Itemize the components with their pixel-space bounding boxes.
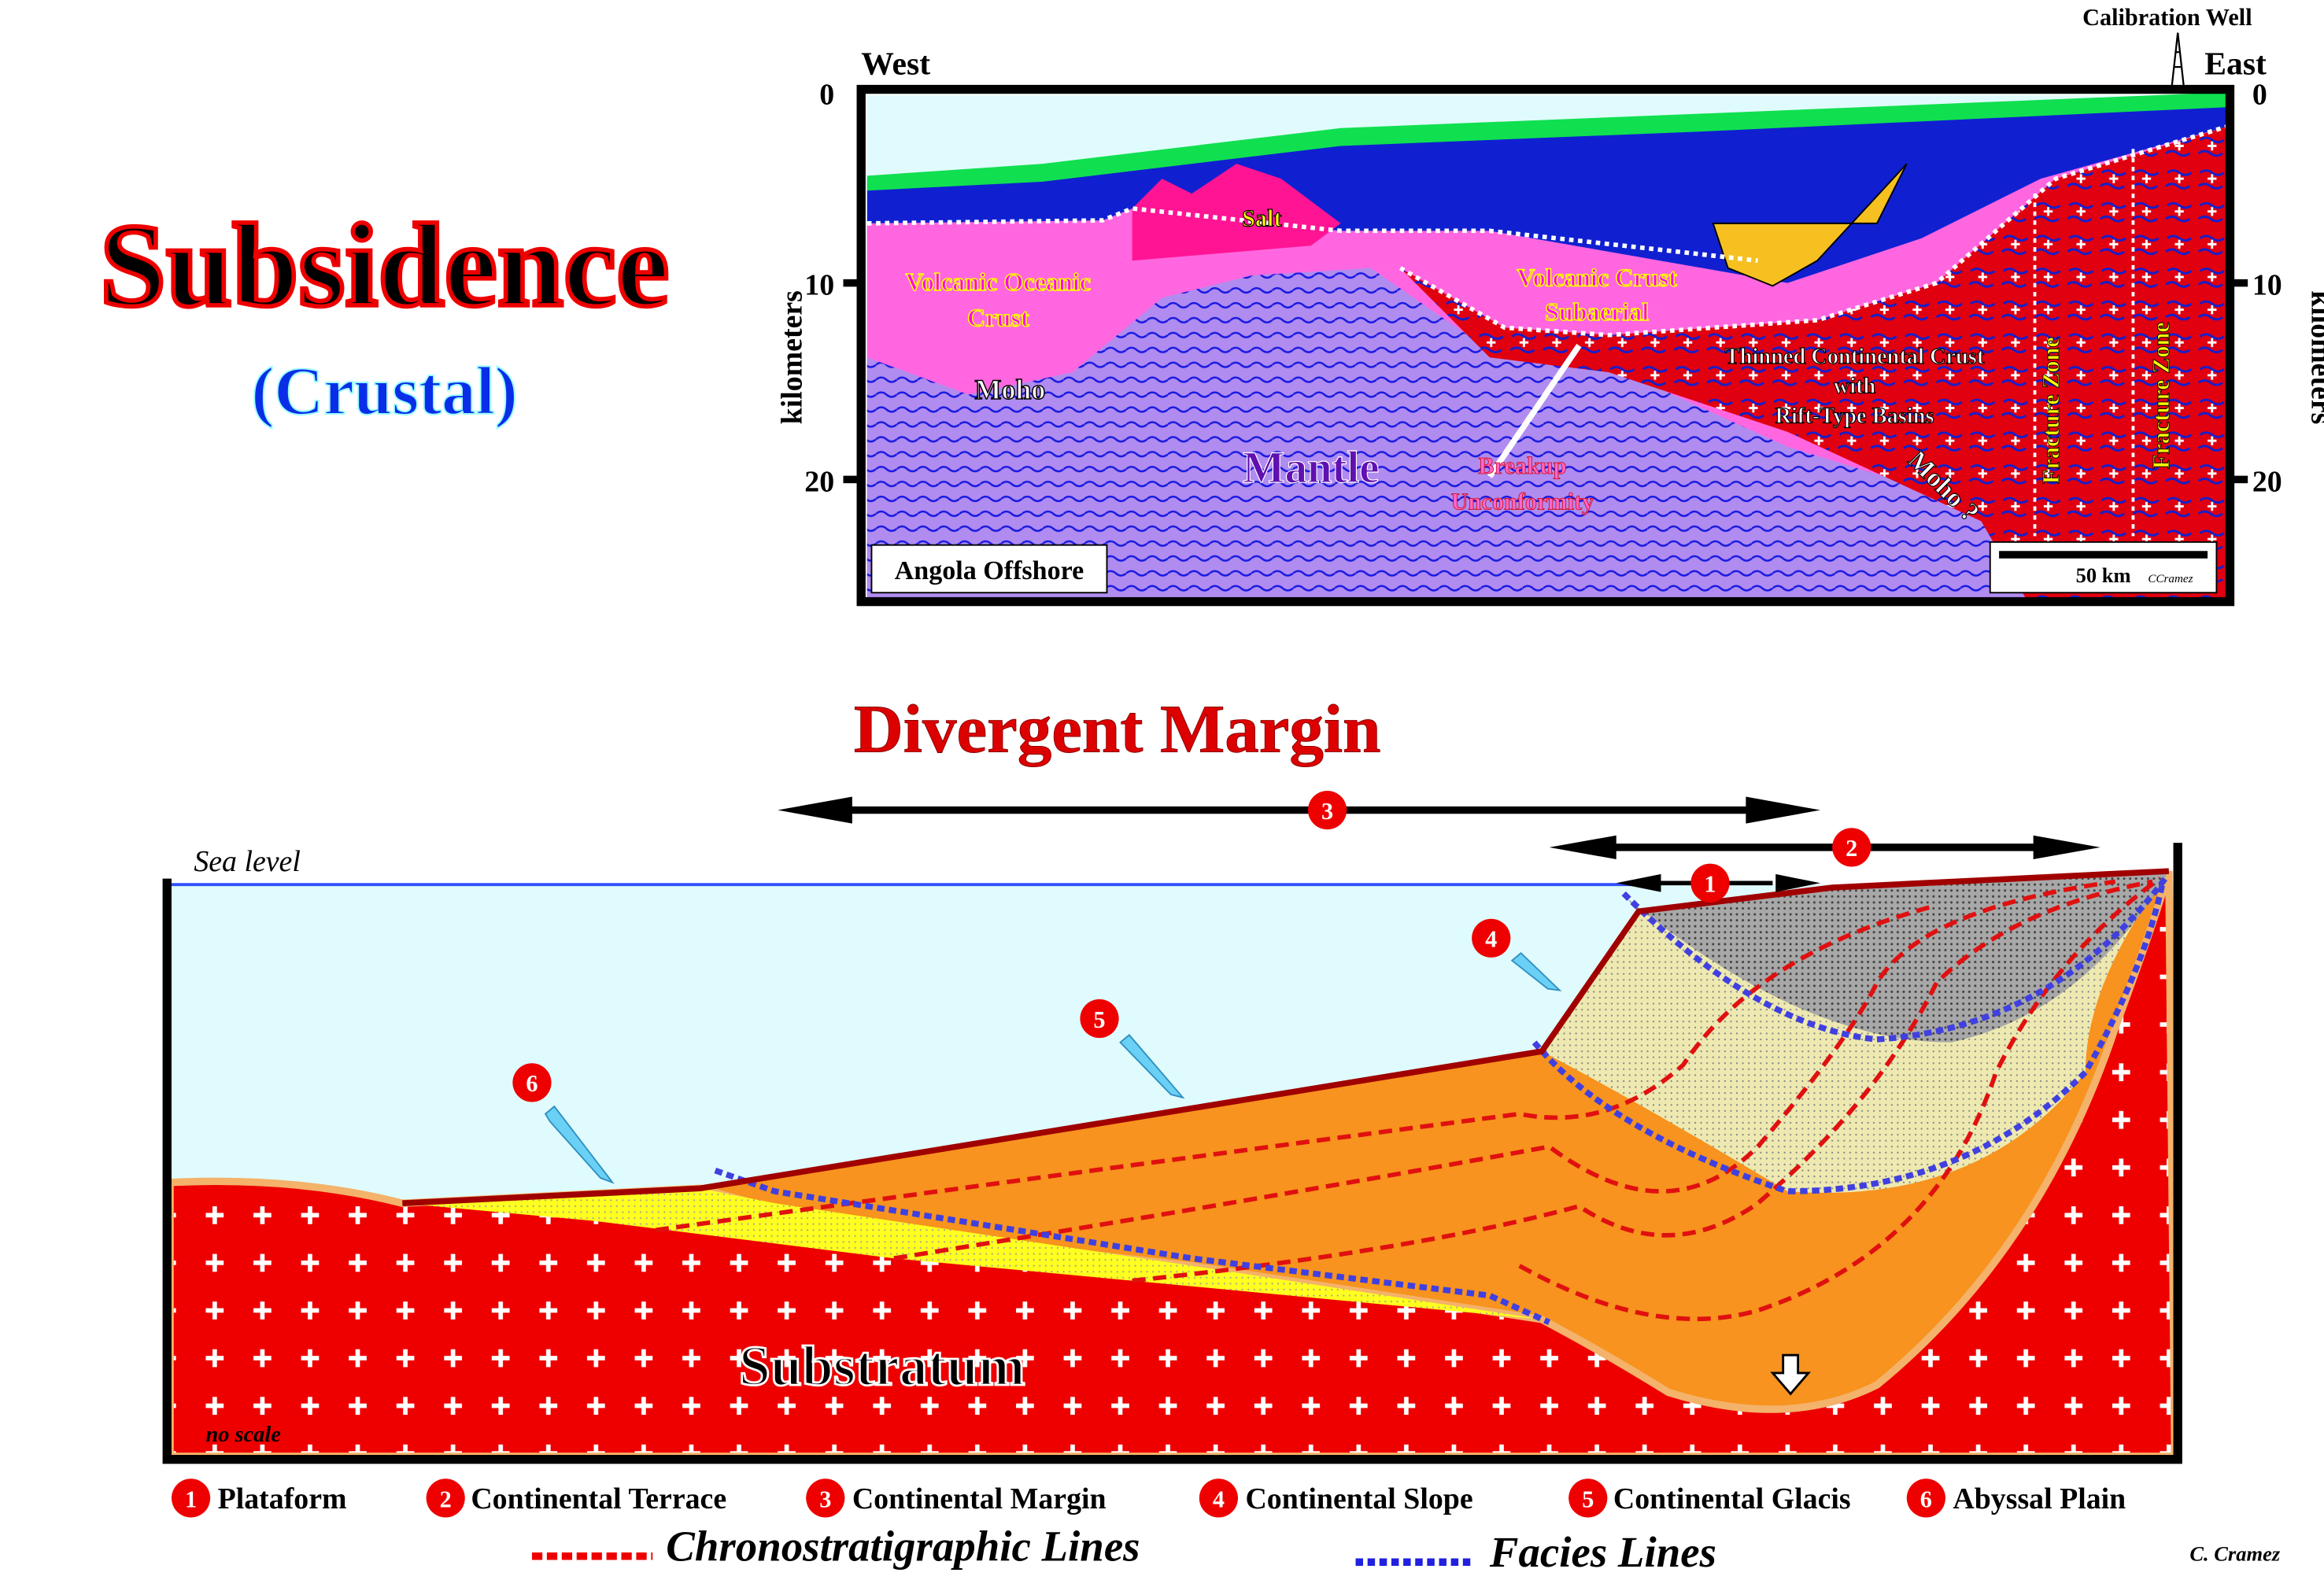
marker-4: 4 [1485,926,1497,953]
title-block: Subsidence (Crustal) [98,197,671,430]
depth-axis-right: 0 10 20 kilometers [2230,78,2324,499]
scale-credit: CCramez [2148,573,2193,585]
marker-3: 3 [1321,798,1333,825]
tick-20-right: 20 [2252,466,2282,499]
legend-label: Continental Slope [1245,1482,1472,1515]
range-arrows [778,796,2100,892]
author-credit: C. Cramez [2189,1541,2280,1565]
legend-item-continental-margin: 3 Continental Margin [806,1478,1107,1518]
location-box: Angola Offshore [870,544,1108,594]
tick-10-left: 10 [804,269,834,302]
depth-axis-left: 0 10 20 kilometers [776,78,862,499]
tick-20-left: 20 [804,466,834,499]
legend-label: Abyssal Plain [1953,1482,2126,1515]
label-breakup: Breakup [1478,452,1566,479]
label-volcanic-crust: Volcanic Crust [1517,263,1677,291]
subsidence-arrow-icon [1770,1353,1811,1396]
label-mantle: Mantle [1243,443,1379,493]
label-salt: Salt [1242,205,1281,232]
diagram-title: Divergent Margin [854,691,1381,767]
well-derrick-icon [2171,32,2185,87]
legend-item-continental-terrace: 2 Continental Terrace [426,1478,726,1518]
legend-item-continental-glacis: 5 Continental Glacis [1568,1478,1851,1518]
seismic-section: West East Calibration Well 0 10 20 kilom… [776,4,2324,607]
legend-number: 4 [1213,1486,1225,1512]
label-west: West [861,46,930,83]
margin-diagram: Sea level Substratum no scale 3 2 1 4 5 [162,790,2182,1464]
tick-0-right: 0 [2252,78,2267,111]
legend-number: 1 [185,1486,197,1512]
marker-1: 1 [1704,871,1716,898]
label-fracture-zone-1: Fracture Zone [2038,337,2064,484]
seismic-labels: Salt Volcanic Oceanic Crust Moho Volcani… [905,205,2175,528]
title-subsidence: Subsidence [100,199,670,331]
marker-6: 6 [526,1070,538,1097]
label-unconformity: Unconformity [1451,488,1594,515]
legend-label: Continental Glacis [1613,1482,1851,1515]
axis-label-left: kilometers [776,290,809,424]
label-volcanic-oceanic: Volcanic Oceanic [906,268,1092,296]
sea-level-label: Sea level [194,845,301,878]
location-label: Angola Offshore [895,556,1084,585]
tick-10-right: 10 [2252,269,2282,302]
callout-arrows [544,951,1562,1184]
scale-label: 50 km [2076,563,2131,587]
scale-bar: 50 km CCramez [1989,541,2218,594]
legend-number: 2 [440,1486,452,1512]
no-scale-label: no scale [205,1423,280,1447]
label-calibration-well: Calibration Well [2082,4,2252,31]
axis-label-right: kilometers [2305,290,2324,424]
label-rift-basins: Rift-Type Basins [1775,404,1934,428]
legend-label: Continental Terrace [471,1482,726,1515]
legend: 1 Plataform 2 Continental Terrace 3 Cont… [171,1478,2281,1576]
title-crustal: (Crustal) [251,353,517,429]
label-subaerial: Subaerial [1545,297,1649,326]
label-crust: Crust [967,303,1029,331]
legend-item-abyssal-plain: 6 Abyssal Plain [1906,1478,2126,1518]
legend-number: 6 [1920,1486,1932,1512]
label-thinned-crust: Thinned Continental Crust [1725,345,1985,369]
label-fracture-zone-2: Fracture Zone [2148,322,2174,469]
legend-number: 5 [1582,1486,1594,1512]
substratum-label: Substratum [739,1335,1025,1397]
facies-label: Facies Lines [1489,1528,1716,1576]
label-with: with [1834,375,1876,399]
marker-badges: 3 2 1 4 5 6 [512,790,1871,1102]
label-moho: Moho [975,374,1046,405]
tick-0-left: 0 [819,78,834,111]
legend-number: 3 [819,1486,831,1512]
chrono-label: Chronostratigraphic Lines [666,1522,1140,1570]
legend-item-continental-slope: 4 Continental Slope [1199,1478,1473,1518]
label-east: East [2204,46,2267,83]
legend-label: Continental Margin [852,1482,1107,1515]
marker-5: 5 [1093,1006,1105,1033]
legend-label: Plataform [218,1482,347,1515]
marker-2: 2 [1846,835,1857,862]
legend-item-plataform: 1 Plataform [171,1478,347,1518]
